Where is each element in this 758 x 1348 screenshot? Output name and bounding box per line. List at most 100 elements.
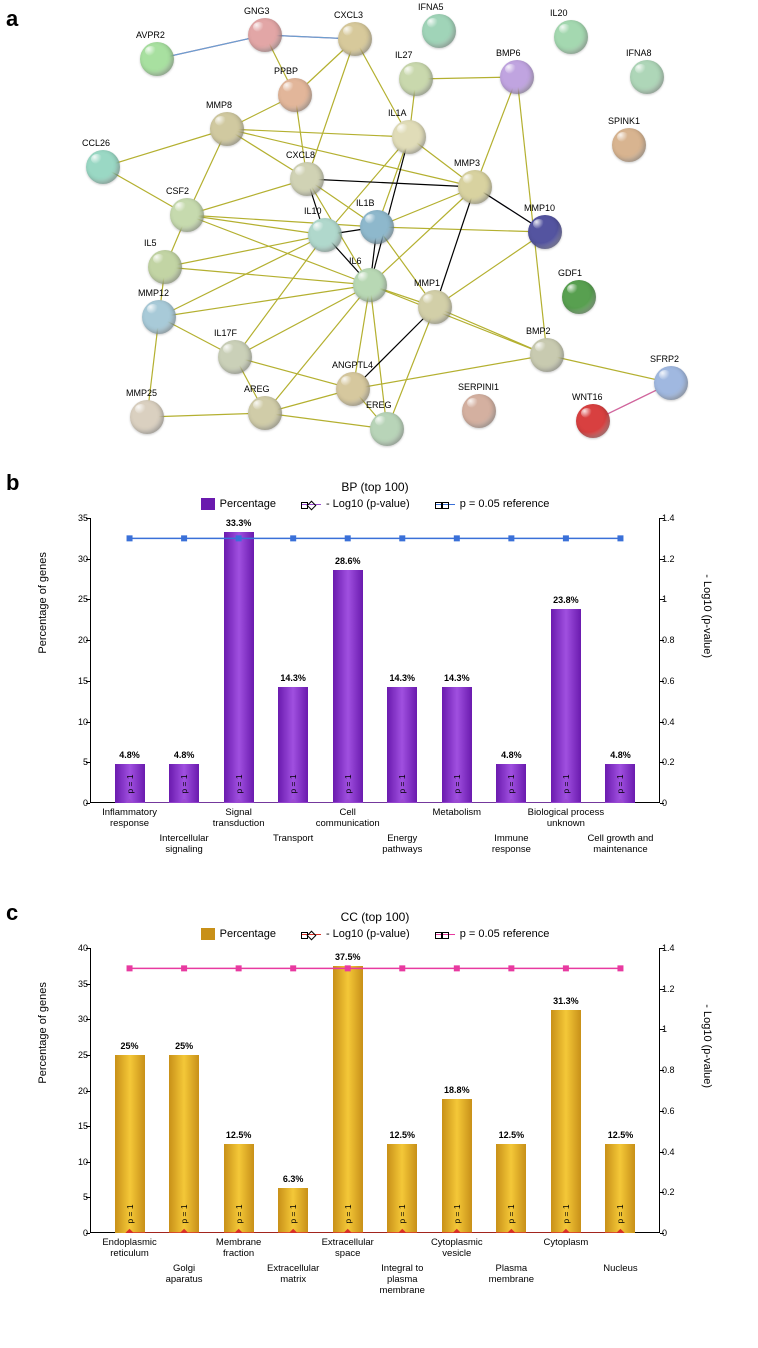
bar-value-label: 25% (175, 1041, 193, 1051)
bar-value-label: 37.5% (335, 952, 361, 962)
x-category-label: Transport (248, 833, 338, 844)
x-category-label: Signaltransduction (194, 807, 284, 829)
x-category-label: Plasmamembrane (466, 1263, 556, 1285)
node-cxcl3 (338, 22, 372, 56)
bar-pvalue-label: p = 1 (506, 1204, 516, 1223)
bar-pvalue-label: p = 1 (561, 774, 571, 793)
bar-pvalue-label: p = 1 (234, 1204, 244, 1223)
panel-c-label: c (6, 900, 18, 926)
bar-value-label: 4.8% (610, 750, 631, 760)
bar-pvalue-label: p = 1 (343, 774, 353, 793)
node-label: CCL26 (82, 138, 110, 148)
bar-value-label: 14.3% (280, 673, 306, 683)
bar-pvalue-label: p = 1 (506, 774, 516, 793)
bar-pvalue-label: p = 1 (125, 774, 135, 793)
x-category-label: Membranefraction (194, 1237, 284, 1259)
node-mmp25 (130, 400, 164, 434)
node-cxcl8 (290, 162, 324, 196)
node-label: IL6 (349, 256, 362, 266)
bar-value-label: 12.5% (608, 1130, 634, 1140)
bar-pvalue-label: p = 1 (179, 774, 189, 793)
figure: a b c AVPR2GNG3CXCL3IFNA5IL27PPBPBMP6IL2… (0, 0, 758, 1348)
node-label: MMP1 (414, 278, 440, 288)
panel-b-label: b (6, 470, 19, 496)
bar (333, 570, 363, 803)
chart-title: CC (top 100) (55, 910, 695, 924)
bar-value-label: 4.8% (119, 750, 140, 760)
node-label: BMP2 (526, 326, 551, 336)
y-axis-label-left: Percentage of genes (37, 552, 49, 654)
x-category-label: Energypathways (357, 833, 447, 855)
protein-network-diagram: AVPR2GNG3CXCL3IFNA5IL27PPBPBMP6IL20IFNA8… (30, 0, 730, 460)
node-serpini1 (462, 394, 496, 428)
x-category-label: Endoplasmicreticulum (85, 1237, 175, 1259)
node-label: GDF1 (558, 268, 582, 278)
node-label: IL17F (214, 328, 237, 338)
plot-area: 0510152025303500.20.40.60.811.21.4Percen… (55, 518, 695, 828)
legend-reference: p = 0.05 reference (435, 498, 550, 510)
bar-value-label: 31.3% (553, 996, 579, 1006)
node-label: CXCL8 (286, 150, 315, 160)
legend-pvalue: - Log10 (p-value) (301, 928, 410, 940)
node-wnt16 (576, 404, 610, 438)
panel-a-label: a (6, 6, 18, 32)
node-label: WNT16 (572, 392, 603, 402)
bar (333, 966, 363, 1233)
bar-pvalue-label: p = 1 (288, 1204, 298, 1223)
x-category-label: Cytoplasmicvesicle (412, 1237, 502, 1259)
bar-value-label: 18.8% (444, 1085, 470, 1095)
bar-pvalue-label: p = 1 (615, 1204, 625, 1223)
node-ifna8 (630, 60, 664, 94)
node-ifna5 (422, 14, 456, 48)
x-category-label: Inflammatoryresponse (85, 807, 175, 829)
bar-value-label: 14.3% (444, 673, 470, 683)
x-category-label: Extracellularspace (303, 1237, 393, 1259)
legend-percentage: Percentage (201, 498, 276, 510)
node-il17f (218, 340, 252, 374)
bar-pvalue-label: p = 1 (452, 774, 462, 793)
node-areg (248, 396, 282, 430)
node-label: ANGPTL4 (332, 360, 373, 370)
bar (551, 1010, 581, 1233)
bar-value-label: 14.3% (390, 673, 416, 683)
bar-pvalue-label: p = 1 (397, 774, 407, 793)
legend-reference: p = 0.05 reference (435, 928, 550, 940)
bar-value-label: 12.5% (390, 1130, 416, 1140)
node-ppbp (278, 78, 312, 112)
node-bmp6 (500, 60, 534, 94)
node-label: MMP12 (138, 288, 169, 298)
node-label: CSF2 (166, 186, 189, 196)
node-mmp3 (458, 170, 492, 204)
node-il1a (392, 120, 426, 154)
x-category-label: Cell growth andmaintenance (575, 833, 665, 855)
x-category-label: Cytoplasm (521, 1237, 611, 1248)
node-label: IFNA8 (626, 48, 652, 58)
bar-value-label: 6.3% (283, 1174, 304, 1184)
x-category-label: Biological processunknown (521, 807, 611, 829)
node-il10 (308, 218, 342, 252)
x-category-label: Integral toplasmamembrane (357, 1263, 447, 1296)
node-label: SPINK1 (608, 116, 640, 126)
bar-pvalue-label: p = 1 (452, 1204, 462, 1223)
x-category-label: Metabolism (412, 807, 502, 818)
node-spink1 (612, 128, 646, 162)
node-label: IL27 (395, 50, 413, 60)
node-label: IL10 (304, 206, 322, 216)
bar-pvalue-label: p = 1 (561, 1204, 571, 1223)
node-il27 (399, 62, 433, 96)
node-label: MMP8 (206, 100, 232, 110)
node-gng3 (248, 18, 282, 52)
bar-value-label: 4.8% (501, 750, 522, 760)
bar-value-label: 28.6% (335, 556, 361, 566)
node-ereg (370, 412, 404, 446)
node-csf2 (170, 198, 204, 232)
x-category-label: Nucleus (575, 1263, 665, 1274)
bars-container: 4.8%p = 14.8%p = 133.3%p = 114.3%p = 128… (90, 518, 660, 803)
bar-pvalue-label: p = 1 (234, 774, 244, 793)
node-label: IL1B (356, 198, 375, 208)
node-label: IL5 (144, 238, 157, 248)
node-label: MMP3 (454, 158, 480, 168)
node-angptl4 (336, 372, 370, 406)
chart-legend: Percentage- Log10 (p-value)p = 0.05 refe… (55, 498, 695, 510)
bar-value-label: 23.8% (553, 595, 579, 605)
